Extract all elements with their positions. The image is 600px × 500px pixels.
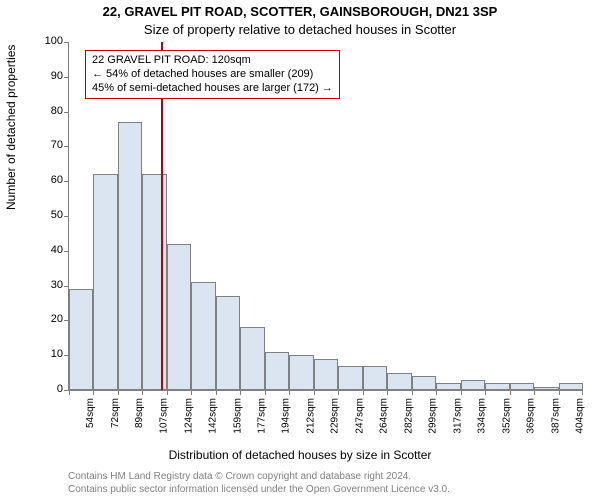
histogram-bar [559, 383, 583, 390]
histogram-bar [534, 387, 558, 390]
xtick-label: 229sqm [330, 398, 341, 434]
histogram-bar [485, 383, 509, 390]
histogram-bar [191, 282, 215, 390]
ytick-label: 90 [33, 70, 63, 82]
xtick-mark [289, 390, 290, 395]
y-axis-label: Number of detached properties [4, 45, 18, 210]
histogram-bar [387, 373, 411, 390]
ytick-mark [64, 112, 69, 113]
ytick-mark [64, 42, 69, 43]
ytick-mark [64, 286, 69, 287]
xtick-label: 124sqm [183, 398, 194, 434]
ytick-mark [64, 251, 69, 252]
xtick-mark [216, 390, 217, 395]
xtick-mark [69, 390, 70, 395]
xtick-mark [510, 390, 511, 395]
chart-title-line1: 22, GRAVEL PIT ROAD, SCOTTER, GAINSBOROU… [0, 4, 600, 19]
xtick-mark [582, 390, 583, 395]
ytick-label: 70 [33, 139, 63, 151]
xtick-mark [485, 390, 486, 395]
x-axis-label: Distribution of detached houses by size … [0, 448, 600, 462]
xtick-label: 194sqm [281, 398, 292, 434]
xtick-mark [118, 390, 119, 395]
annotation-box: 22 GRAVEL PIT ROAD: 120sqm← 54% of detac… [85, 50, 340, 99]
histogram-bar [167, 244, 191, 390]
ytick-label: 30 [33, 279, 63, 291]
xtick-label: 247sqm [354, 398, 365, 434]
xtick-mark [534, 390, 535, 395]
xtick-mark [412, 390, 413, 395]
ytick-mark [64, 181, 69, 182]
xtick-mark [265, 390, 266, 395]
ytick-label: 40 [33, 244, 63, 256]
xtick-label: 387sqm [550, 398, 561, 434]
xtick-mark [142, 390, 143, 395]
xtick-mark [314, 390, 315, 395]
histogram-bar [436, 383, 460, 390]
chart-title-line2: Size of property relative to detached ho… [0, 22, 600, 37]
ytick-label: 60 [33, 174, 63, 186]
xtick-mark [338, 390, 339, 395]
xtick-label: 107sqm [159, 398, 170, 434]
ytick-label: 10 [33, 348, 63, 360]
xtick-mark [167, 390, 168, 395]
xtick-label: 404sqm [575, 398, 586, 434]
footer-line1: Contains HM Land Registry data © Crown c… [68, 471, 411, 482]
annotation-line: ← 54% of detached houses are smaller (20… [92, 68, 333, 82]
xtick-label: 89sqm [134, 398, 145, 428]
ytick-mark [64, 77, 69, 78]
histogram-bar [118, 122, 142, 390]
histogram-bar [265, 352, 289, 390]
xtick-mark [387, 390, 388, 395]
histogram-bar [289, 355, 313, 390]
xtick-label: 177sqm [257, 398, 268, 434]
xtick-label: 54sqm [85, 398, 96, 428]
footer-line2: Contains public sector information licen… [68, 484, 450, 495]
xtick-label: 72sqm [110, 398, 121, 428]
plot-area: 010203040506070809010054sqm72sqm89sqm107… [68, 42, 583, 391]
xtick-label: 212sqm [306, 398, 317, 434]
histogram-bar [461, 380, 485, 390]
histogram-bar [142, 174, 166, 390]
ytick-label: 80 [33, 105, 63, 117]
histogram-bar [93, 174, 117, 390]
histogram-bar [69, 289, 93, 390]
xtick-label: 369sqm [526, 398, 537, 434]
histogram-bar [314, 359, 338, 390]
annotation-line: 22 GRAVEL PIT ROAD: 120sqm [92, 54, 333, 68]
ytick-label: 100 [33, 35, 63, 47]
xtick-mark [191, 390, 192, 395]
xtick-label: 159sqm [232, 398, 243, 434]
xtick-mark [461, 390, 462, 395]
histogram-bar [363, 366, 387, 390]
ytick-mark [64, 146, 69, 147]
histogram-bar [338, 366, 362, 390]
histogram-bar [240, 327, 264, 390]
xtick-label: 352sqm [501, 398, 512, 434]
ytick-label: 20 [33, 313, 63, 325]
xtick-label: 142sqm [208, 398, 219, 434]
xtick-label: 264sqm [379, 398, 390, 434]
histogram-bar [510, 383, 534, 390]
xtick-label: 317sqm [452, 398, 463, 434]
xtick-mark [436, 390, 437, 395]
xtick-label: 334sqm [477, 398, 488, 434]
ytick-mark [64, 216, 69, 217]
histogram-bar [216, 296, 240, 390]
ytick-label: 50 [33, 209, 63, 221]
xtick-label: 299sqm [428, 398, 439, 434]
histogram-bar [412, 376, 436, 390]
xtick-mark [240, 390, 241, 395]
annotation-line: 45% of semi-detached houses are larger (… [92, 82, 333, 96]
xtick-label: 282sqm [403, 398, 414, 434]
xtick-mark [559, 390, 560, 395]
xtick-mark [363, 390, 364, 395]
ytick-label: 0 [33, 383, 63, 395]
xtick-mark [93, 390, 94, 395]
